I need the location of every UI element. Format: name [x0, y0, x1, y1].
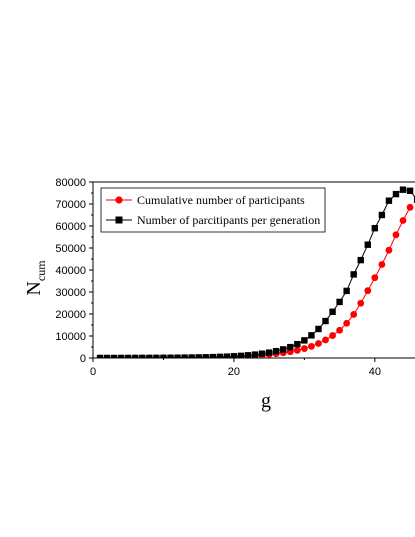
- data-point-square: [406, 187, 414, 194]
- data-point-square: [371, 225, 379, 232]
- data-point-square: [103, 354, 111, 358]
- data-point-circle: [336, 326, 344, 334]
- y-tick-label: 10000: [55, 331, 86, 343]
- data-point-square: [139, 354, 146, 358]
- data-point-square: [195, 354, 202, 358]
- data-point-square: [209, 353, 216, 358]
- data-point-square: [153, 354, 160, 358]
- series-group: [96, 186, 415, 358]
- y-axis-title-main: N: [23, 281, 45, 295]
- x-tick-label: 20: [228, 366, 240, 378]
- data-point-square: [280, 346, 287, 353]
- legend-label-per-generation: Number of parcitipants per generation: [137, 213, 320, 227]
- x-tick-label: 40: [369, 366, 381, 378]
- data-point-square: [329, 308, 336, 315]
- data-point-circle: [378, 261, 386, 268]
- data-point-square: [167, 354, 174, 358]
- y-tick-label: 70000: [55, 199, 86, 211]
- data-point-square: [96, 354, 104, 358]
- data-point-square: [413, 196, 415, 203]
- data-point-square: [364, 241, 371, 248]
- data-point-circle: [322, 336, 329, 344]
- data-point-circle: [308, 342, 315, 350]
- data-point-square: [301, 337, 308, 344]
- data-point-square: [399, 186, 407, 193]
- data-point-square: [258, 350, 266, 357]
- data-point-square: [251, 351, 259, 358]
- y-tick-label: 20000: [55, 309, 86, 321]
- data-point-circle: [293, 346, 301, 354]
- data-point-square: [223, 353, 231, 358]
- x-tick-label: 0: [90, 366, 96, 378]
- data-point-square: [146, 354, 153, 358]
- y-tick-label: 0: [80, 353, 86, 365]
- data-point-square: [230, 353, 238, 358]
- y-tick-label: 30000: [55, 287, 86, 299]
- data-point-circle: [343, 319, 351, 327]
- y-tick-label: 50000: [55, 243, 86, 255]
- data-point-square: [343, 287, 350, 295]
- data-point-circle: [392, 231, 400, 239]
- data-point-square: [294, 340, 301, 348]
- data-point-circle: [371, 274, 379, 282]
- data-point-square: [322, 317, 329, 325]
- data-point-square: [202, 354, 209, 358]
- data-point-square: [125, 354, 132, 358]
- data-point-square: [336, 298, 343, 306]
- legend: Cumulative number of participants Number…: [100, 187, 326, 233]
- data-point-square: [392, 190, 400, 198]
- y-tick-label: 40000: [55, 265, 86, 277]
- data-point-square: [308, 332, 315, 339]
- legend-marker-cumulative: [115, 196, 123, 204]
- data-point-circle: [329, 332, 336, 339]
- axis-ticks: 0 10000 20000 30000 40000 50000 60000 70000 8000…: [55, 177, 381, 378]
- data-point-circle: [315, 340, 322, 347]
- data-point-circle: [385, 246, 393, 254]
- data-point-square: [385, 197, 393, 204]
- data-point-square: [244, 352, 252, 358]
- y-tick-label: 80000: [55, 177, 86, 189]
- data-point-square: [287, 343, 294, 351]
- x-axis-title: g: [261, 390, 271, 412]
- data-point-circle: [399, 217, 407, 224]
- data-point-circle: [357, 299, 365, 307]
- data-point-square: [181, 354, 188, 358]
- data-point-square: [378, 211, 386, 219]
- series-line-1: [100, 189, 415, 358]
- y-axis-title: Ncum: [23, 260, 48, 296]
- data-point-square: [132, 354, 139, 358]
- data-point-square: [110, 354, 118, 358]
- data-point-circle: [300, 345, 308, 352]
- data-point-square: [160, 354, 167, 358]
- data-point-square: [188, 354, 195, 358]
- data-point-square: [216, 353, 224, 358]
- data-point-square: [237, 352, 245, 358]
- data-point-circle: [364, 287, 372, 295]
- data-point-circle: [350, 311, 358, 318]
- y-tick-label: 60000: [55, 221, 86, 233]
- legend-box: [100, 187, 326, 233]
- data-point-square: [272, 347, 280, 355]
- data-point-square: [357, 256, 364, 264]
- legend-label-cumulative: Cumulative number of participants: [137, 193, 305, 207]
- data-point-square: [315, 325, 322, 333]
- data-point-square: [265, 349, 273, 356]
- data-point-square: [174, 354, 181, 358]
- data-point-circle: [406, 203, 414, 211]
- y-axis-title-sub: cum: [34, 260, 48, 281]
- data-point-square: [117, 354, 125, 358]
- legend-marker-per-generation: [115, 216, 123, 224]
- data-point-square: [350, 271, 357, 278]
